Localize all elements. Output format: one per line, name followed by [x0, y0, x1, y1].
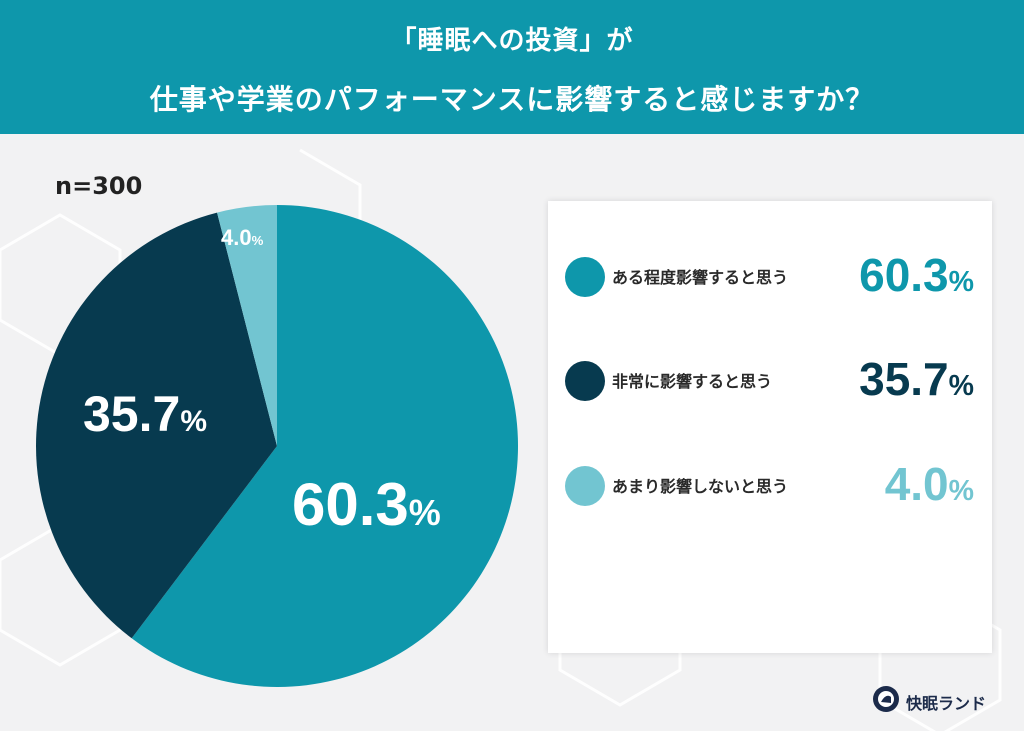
- pie-slice-somewhat: [131, 205, 519, 687]
- legend-label: あまり影響しないと思う: [612, 477, 789, 496]
- title-line-2: 仕事や学業のパフォーマンスに影響すると感じますか？: [149, 83, 875, 116]
- legend-dot-somewhat: [565, 257, 605, 297]
- legend-item-not-much: あまり影響しないと思う 4.0%: [548, 457, 992, 517]
- pie-label-somewhat: 60.3%: [292, 471, 441, 538]
- legend-label: 非常に影響すると思う: [612, 372, 773, 391]
- legend-value: 4.0%: [884, 458, 974, 510]
- pie-label-not-much: 4.0%: [221, 225, 264, 250]
- title-banner: 「睡眠への投資」が 仕事や学業のパフォーマンスに影響すると感じますか？: [0, 0, 1024, 134]
- pie-label-very: 35.7%: [83, 386, 208, 442]
- title-line-1: 「睡眠への投資」が: [390, 26, 634, 56]
- legend-item-very: 非常に影響すると思う 35.7%: [548, 352, 992, 412]
- brand-name: 快眠ランド: [906, 694, 987, 713]
- brand-logo-icon: [873, 686, 899, 712]
- legend-panel: ある程度影響すると思う 60.3% 非常に影響すると思う 35.7% あまり影響…: [548, 201, 992, 653]
- legend-label: ある程度影響すると思う: [612, 268, 789, 287]
- legend-item-somewhat: ある程度影響すると思う 60.3%: [548, 248, 992, 308]
- legend-dot-not-much: [565, 466, 605, 506]
- sample-size: n=300: [55, 172, 143, 200]
- legend-value: 60.3%: [859, 249, 974, 301]
- legend-value: 35.7%: [859, 353, 974, 405]
- pie-slice-not-much: [217, 205, 277, 446]
- pie-slice-very: [36, 212, 277, 639]
- legend-dot-very: [565, 361, 605, 401]
